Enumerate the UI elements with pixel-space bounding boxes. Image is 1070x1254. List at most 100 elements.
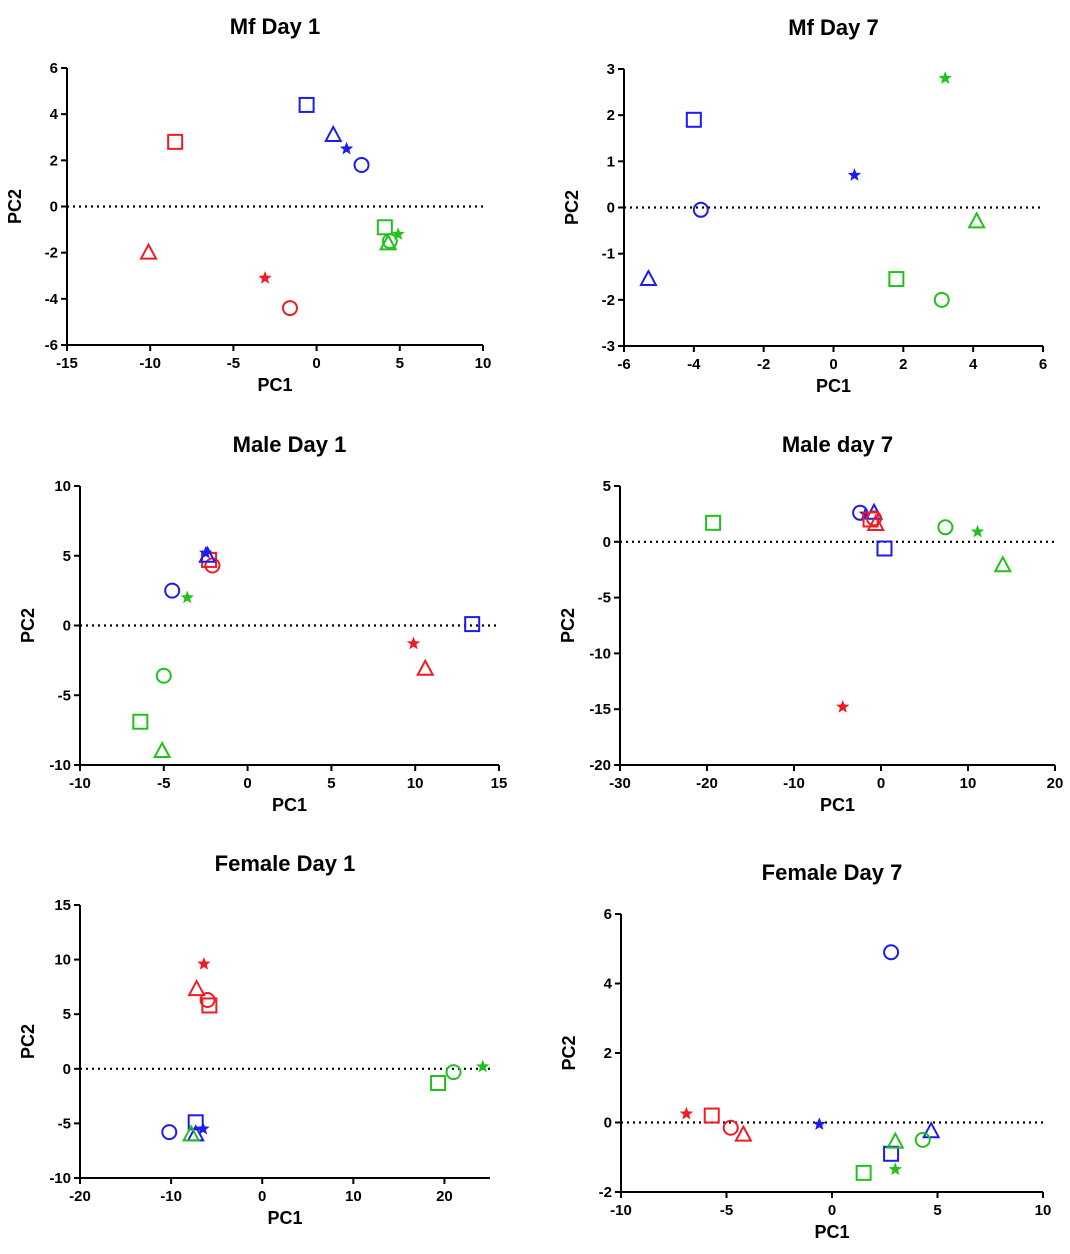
y-tick-label: -20: [589, 757, 611, 774]
x-tick-label: -4: [687, 356, 701, 373]
y-tick-label: 0: [603, 534, 611, 551]
panel-title: Mf Day 1: [230, 14, 320, 39]
x-tick-label: 10: [407, 775, 424, 792]
x-tick-label: -2: [757, 356, 770, 373]
y-tick-label: -5: [58, 1115, 71, 1132]
scatter-panel-6: Female Day 7 -10 -5 0 5 10 -2 0 2 4 6 PC1 PC2: [559, 860, 1051, 1242]
x-tick-label: 5: [933, 1202, 941, 1219]
data-point-green-star: [938, 71, 952, 84]
scatter-panel-2: Mf Day 7 -6 -4 -2 0 2 4 6 -3 -2 -1 0 1 2 3 PC1 PC2: [562, 15, 1047, 396]
data-point-green-star: [888, 1162, 902, 1176]
x-tick-label: 15: [491, 775, 508, 792]
y-axis-label: PC2: [18, 608, 38, 643]
data-point-blue-square: [685, 111, 702, 128]
data-point-green-circle: [937, 519, 954, 536]
x-tick-label: -10: [160, 1188, 182, 1205]
data-point-red-circle: [204, 557, 221, 574]
data-point-red-square: [703, 1107, 720, 1124]
data-point-blue-circle: [164, 582, 181, 599]
x-tick-label: 6: [1039, 356, 1047, 373]
data-point-green-circle: [381, 233, 398, 250]
y-axis-label: PC2: [18, 1024, 38, 1059]
data-point-blue-square: [187, 1114, 204, 1131]
data-point-red-circle: [281, 300, 298, 317]
data-point-red-triangle: [187, 978, 206, 997]
data-point-green-circle: [914, 1131, 931, 1148]
x-tick-label: 0: [243, 775, 251, 792]
y-tick-label: -2: [45, 245, 58, 262]
y-tick-label: 15: [54, 897, 71, 914]
x-tick-label: 20: [1047, 775, 1064, 792]
y-tick-label: 5: [63, 1006, 71, 1023]
y-tick-label: 5: [63, 548, 71, 565]
y-tick-label: 2: [50, 152, 58, 169]
data-point-red-square: [201, 997, 218, 1014]
x-tick-label: -10: [69, 775, 91, 792]
y-tick-label: -5: [598, 590, 611, 607]
panel-title: Female Day 1: [215, 851, 356, 876]
data-point-green-star: [180, 590, 194, 604]
data-point-green-triangle: [152, 740, 172, 759]
y-axis-label: PC2: [558, 608, 578, 643]
x-tick-label: -15: [56, 355, 78, 372]
scatter-panel-1: Mf Day 1 -15 -10 -5 0 5 10 -6 -4 -2 0 2 4 6 PC1 PC2: [5, 14, 491, 395]
y-axis-label: PC2: [5, 189, 25, 224]
y-tick-label: -1: [602, 246, 615, 263]
y-tick-label: -3: [602, 338, 615, 355]
x-tick-label: 5: [396, 355, 404, 372]
x-axis-label: PC1: [257, 375, 292, 395]
x-tick-label: -30: [609, 775, 631, 792]
scatter-panel-4: Male day 7-30 -20 -10 0 10 20-20-15-10-505PC1…: [558, 432, 1063, 815]
data-point-green-circle: [933, 291, 950, 308]
x-tick-label: -10: [783, 775, 805, 792]
x-tick-label: -20: [69, 1188, 91, 1205]
data-point-blue-star: [196, 1121, 210, 1135]
data-point-blue-circle: [161, 1124, 178, 1141]
data-point-green-star: [970, 524, 985, 538]
y-tick-label: 0: [50, 199, 58, 216]
y-tick-label: 10: [54, 478, 71, 495]
data-point-blue-star: [339, 141, 354, 155]
x-axis-label: PC1: [820, 795, 855, 815]
x-tick-label: 0: [877, 775, 885, 792]
y-tick-label: 4: [604, 976, 613, 993]
y-tick-label: -6: [45, 337, 58, 354]
data-point-green-circle: [155, 667, 172, 684]
x-tick-label: -5: [720, 1202, 733, 1219]
x-tick-label: 10: [345, 1188, 362, 1205]
x-tick-label: -5: [157, 775, 170, 792]
y-tick-label: -10: [49, 757, 71, 774]
data-point-green-square: [855, 1164, 872, 1181]
data-point-blue-square: [876, 540, 893, 557]
x-axis-label: PC1: [816, 376, 851, 396]
x-tick-label: 0: [258, 1188, 266, 1205]
y-tick-label: 2: [604, 1045, 612, 1062]
data-point-blue-circle: [883, 944, 900, 961]
x-tick-label: 0: [312, 355, 320, 372]
data-point-blue-square: [883, 1145, 900, 1162]
x-axis-label: PC1: [272, 795, 307, 815]
y-tick-label: 0: [604, 1115, 612, 1132]
y-axis-label: PC2: [562, 190, 582, 225]
data-point-red-triangle: [416, 658, 435, 676]
y-tick-label: -2: [602, 292, 615, 309]
y-tick-label: -10: [49, 1170, 71, 1187]
y-tick-label: 5: [603, 478, 611, 495]
y-tick-label: 0: [607, 200, 615, 217]
x-axis-label: PC1: [267, 1208, 302, 1228]
y-tick-label: 6: [50, 60, 58, 77]
data-point-green-triangle: [886, 1131, 905, 1149]
y-tick-label: -5: [58, 687, 71, 704]
data-point-red-circle: [722, 1119, 739, 1136]
x-tick-label: 10: [475, 355, 492, 372]
data-point-green-circle: [445, 1064, 462, 1081]
data-point-blue-square: [298, 96, 315, 113]
data-point-green-square: [132, 713, 149, 730]
y-tick-label: -2: [599, 1184, 612, 1201]
y-tick-label: 0: [63, 618, 71, 635]
x-tick-label: 4: [969, 356, 978, 373]
data-point-red-star: [197, 956, 211, 970]
data-point-blue-triangle: [198, 545, 217, 563]
